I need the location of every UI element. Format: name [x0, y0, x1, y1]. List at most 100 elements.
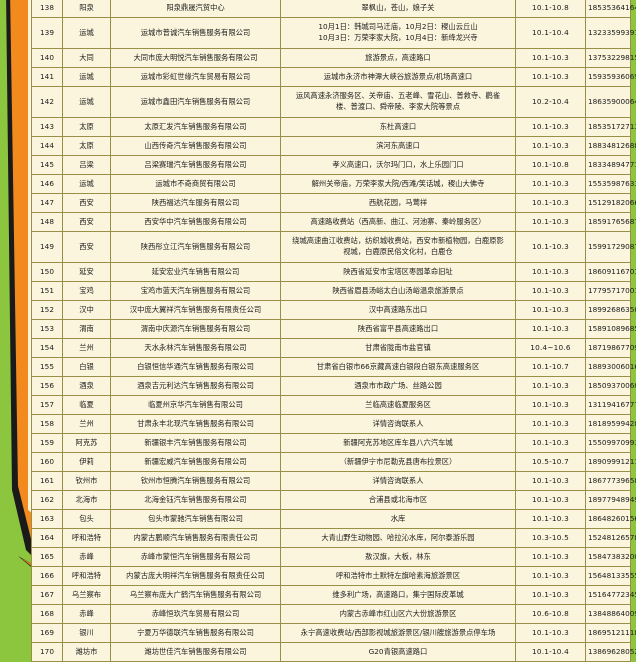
- cell-index: 167: [31, 585, 63, 605]
- cell-location: 敖汉旗，大板，林东: [280, 547, 516, 567]
- cell-company: 赤峰市蒙恒汽车销售服务有限公司: [110, 547, 281, 567]
- cell-location: 汉中高速路东出口: [280, 300, 516, 320]
- cell-city: 运城: [62, 86, 111, 118]
- cell-telephone: 18677739658: [585, 471, 636, 491]
- cell-date: 10.1-10.3: [515, 585, 586, 605]
- table-row: 138 阳泉 阳泉鼎晟汽贸中心 翠枫山，苍山，娘子关 10.1-10.8 18535364…: [31, 0, 636, 18]
- cell-location: 详情咨询联系人: [280, 471, 516, 491]
- cell-index: 142: [31, 86, 63, 118]
- cell-city: 呼和浩特: [62, 528, 111, 548]
- cell-city: 延安: [62, 262, 111, 282]
- cell-company: 白银恒信华通汽车销售服务有限公司: [110, 357, 281, 377]
- cell-date: 10.1-10.3: [515, 509, 586, 529]
- cell-city: 赤峰: [62, 604, 111, 624]
- cell-date: 10.1-10.7: [515, 357, 586, 377]
- cell-telephone: 18909991211: [585, 452, 636, 472]
- table-row: 142 运城 运城市鑫田汽车销售服务有限公司 运风高速永济服务区、关帝庙、五老峰、雪花…: [31, 86, 636, 118]
- table-row: 159 阿克苏 新疆银丰汽车销售服务有限公司 新疆阿克苏地区库车县八六汽车城 10.1-…: [31, 433, 636, 453]
- cell-company: 北海金钰汽车销售服务有限公司: [110, 490, 281, 510]
- cell-company: 太原汇发汽车销售服务有限公司: [110, 117, 281, 137]
- cell-index: 162: [31, 490, 63, 510]
- cell-date: 10.1-10.3: [515, 231, 586, 263]
- cell-company: 赤峰恒玖汽车贸易有限公司: [110, 604, 281, 624]
- table-row: 144 太原 山西传奇汽车销售服务有限公司 滨河东高速口 10.1-10.3 188348…: [31, 136, 636, 156]
- cell-company: 延安宏业汽车销售有限公司: [110, 262, 281, 282]
- cell-telephone: 18535172713: [585, 117, 636, 137]
- cell-index: 151: [31, 281, 63, 301]
- cell-index: 147: [31, 193, 63, 213]
- cell-city: 伊莉: [62, 452, 111, 472]
- cell-index: 160: [31, 452, 63, 472]
- cell-location: 大青山野生动物园、哈拉沁水库，阿尔泰游乐园: [280, 528, 516, 548]
- cell-telephone: 13848864009: [585, 604, 636, 624]
- cell-telephone: 18509370060: [585, 376, 636, 396]
- cell-telephone: 15509970993: [585, 433, 636, 453]
- cell-date: 10.1-10.3: [515, 490, 586, 510]
- cell-telephone: 18635900064: [585, 86, 636, 118]
- cell-date: 10.1-10.3: [515, 414, 586, 434]
- cell-date: 10.1-10.3: [515, 319, 586, 339]
- cell-location: 旅游景点，高速路口: [280, 48, 516, 68]
- table-row: 147 西安 陕西福达汽车服务有限公司 西航花园，马莺祥 10.1-10.3 151291…: [31, 193, 636, 213]
- cell-telephone: 15991729087: [585, 231, 636, 263]
- cell-city: 包头: [62, 509, 111, 529]
- cell-index: 146: [31, 174, 63, 194]
- cell-location: 孝义高速口，沃尔玛门口，水上乐园门口: [280, 155, 516, 175]
- cell-index: 161: [31, 471, 63, 491]
- cell-index: 165: [31, 547, 63, 567]
- cell-location: 解州关帝庙，万荣李家大院/西滩/笑话城，稷山大佛寺: [280, 174, 516, 194]
- table-row: 143 太原 太原汇发汽车销售服务有限公司 东杜高速口 10.1-10.3 1853517…: [31, 117, 636, 137]
- cell-telephone: 18719867709: [585, 338, 636, 358]
- table-row: 166 呼和浩特 内蒙古庞大明祥汽车销售服务有限责任公司 呼和浩特市土默特左旗哈素海旅…: [31, 566, 636, 586]
- cell-company: 汉中庞大翼祥汽车销售服务有限责任公司: [110, 300, 281, 320]
- dealer-activity-table: 138 阳泉 阳泉鼎晟汽贸中心 翠枫山，苍山，娘子关 10.1-10.8 18535364…: [31, 0, 636, 662]
- cell-telephone: 18648260156: [585, 509, 636, 529]
- cell-company: 大同市庞大明悦汽车销售服务有限公司: [110, 48, 281, 68]
- cell-date: 10.2-10.4: [515, 86, 586, 118]
- cell-date: 10.1-10.3: [515, 174, 586, 194]
- cell-company: 新疆宏威汽车销售服务有限公司: [110, 452, 281, 472]
- cell-index: 143: [31, 117, 63, 137]
- cell-index: 155: [31, 357, 63, 377]
- cell-company: 乌兰察布庞大广鹤汽车销售服务有限公司: [110, 585, 281, 605]
- cell-location: 陕西省富平县高速路出口: [280, 319, 516, 339]
- cell-location: 10月1日：韩城司马迁庙，10月2日：稷山云丘山 10月3日：万荣李家大院，10月…: [280, 17, 516, 49]
- cell-telephone: 13753229815: [585, 48, 636, 68]
- cell-index: 145: [31, 155, 63, 175]
- cell-location: 水库: [280, 509, 516, 529]
- cell-location: 运风高速永济服务区、关帝庙、五老峰、雪花山、普救寺、鹳雀 楼、普渡口、舜帝陵、李家…: [280, 86, 516, 118]
- cell-company: 包头市蒙驰汽车销售有限公司: [110, 509, 281, 529]
- cell-company: 西安华中汽车销售服务有限公司: [110, 212, 281, 232]
- cell-company: 运城市不奇商贸有限公司: [110, 174, 281, 194]
- cell-index: 169: [31, 623, 63, 643]
- cell-company: 潍坊世佳汽车销售服务有限公司: [110, 642, 281, 662]
- cell-index: 154: [31, 338, 63, 358]
- cell-company: 运城市彩虹世缘汽车贸易有限公司: [110, 67, 281, 87]
- cell-date: 10.1-10.8: [515, 155, 586, 175]
- table-body: 138 阳泉 阳泉鼎晟汽贸中心 翠枫山，苍山，娘子关 10.1-10.8 18535364…: [31, 0, 636, 662]
- cell-telephone: 15891089685: [585, 319, 636, 339]
- cell-city: 阿克苏: [62, 433, 111, 453]
- cell-company: 甘肃永丰北现汽车销售服务有限公司: [110, 414, 281, 434]
- cell-index: 163: [31, 509, 63, 529]
- cell-telephone: 18893006016: [585, 357, 636, 377]
- cell-location: 陕西省延安市宝塔区枣园革命旧址: [280, 262, 516, 282]
- cell-city: 汉中: [62, 300, 111, 320]
- cell-index: 166: [31, 566, 63, 586]
- cell-date: 10.1-10.3: [515, 117, 586, 137]
- cell-telephone: 18977948949: [585, 490, 636, 510]
- cell-location: 运城市永济市神潭大峡谷旅游景点/机场高速口: [280, 67, 516, 87]
- cell-city: 西安: [62, 231, 111, 263]
- cell-city: 潍坊市: [62, 642, 111, 662]
- cell-date: 10.1-10.3: [515, 262, 586, 282]
- dealer-activity-table-container: 138 阳泉 阳泉鼎晟汽贸中心 翠枫山，苍山，娘子关 10.1-10.8 18535364…: [31, 0, 636, 662]
- cell-index: 168: [31, 604, 63, 624]
- cell-city: 运城: [62, 17, 111, 49]
- table-row: 156 酒泉 酒泉吉元利达汽车销售服务有限公司 酒泉市市政广场、丝路公园 10.1-10…: [31, 376, 636, 396]
- cell-location: 甘肃省白银市66京藏高速白银段白银东高速服务区: [280, 357, 516, 377]
- cell-city: 阳泉: [62, 0, 111, 18]
- table-row: 158 兰州 甘肃永丰北现汽车销售服务有限公司 详情咨询联系人 10.1-10.3 181…: [31, 414, 636, 434]
- cell-location: 高速路收费站（西高新、曲江、河池寨、秦岭服务区）: [280, 212, 516, 232]
- table-row: 151 宝鸡 宝鸡市蓝天汽车销售服务有限公司 陕西省眉县汤峪太白山汤峪温泉旅游景点 10…: [31, 281, 636, 301]
- cell-date: 10.1-10.8: [515, 0, 586, 18]
